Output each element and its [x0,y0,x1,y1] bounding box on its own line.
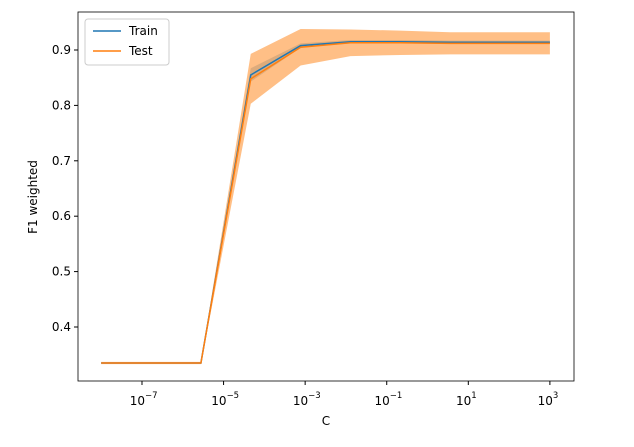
legend-label: Train [128,24,158,38]
y-tick-label: 0.9 [52,43,71,57]
x-tick-exponent: 3 [553,391,558,401]
x-tick-exponent: −7 [145,391,158,401]
x-tick-exponent: −5 [227,391,240,401]
legend: Train Test [84,18,170,66]
std-band [101,40,550,364]
x-axis-label: C [322,414,330,428]
x-tick-exponent: −3 [308,391,321,401]
x-tick-label: 10 [293,394,308,408]
x-tick-exponent: 1 [471,391,476,401]
y-axis-label: F1 weighted [26,160,40,234]
x-tick-label: 10 [456,394,471,408]
x-tick-exponent: −1 [390,391,403,401]
x-tick-label: 10 [211,394,226,408]
legend-label: Test [128,44,153,58]
x-tick-label: 10 [374,394,389,408]
std-band [101,28,550,365]
y-tick-label: 0.8 [52,98,71,112]
line [101,42,550,364]
y-tick-label: 0.5 [52,265,71,279]
y-tick-label: 0.6 [52,209,71,223]
y-tick-label: 0.7 [52,154,71,168]
y-tick-label: 0.4 [52,320,71,334]
plot-frame [77,11,575,382]
x-tick-label: 10 [130,394,145,408]
x-tick-label: 10 [538,394,553,408]
line [101,40,550,364]
